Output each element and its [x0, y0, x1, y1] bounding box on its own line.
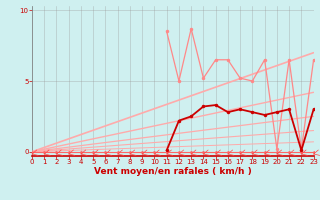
X-axis label: Vent moyen/en rafales ( km/h ): Vent moyen/en rafales ( km/h ) — [94, 167, 252, 176]
